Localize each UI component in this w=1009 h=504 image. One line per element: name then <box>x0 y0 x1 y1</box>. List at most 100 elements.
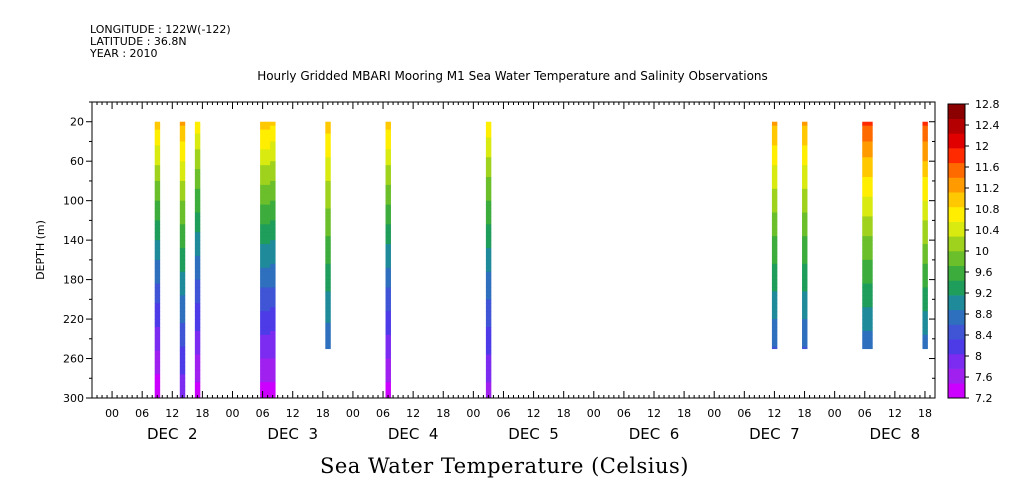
profile-cell <box>194 263 201 269</box>
profile-cell <box>325 180 331 186</box>
profile-cell <box>485 323 492 328</box>
profile-cell <box>385 153 391 158</box>
profile-cell <box>270 236 276 241</box>
colorbar-swatch <box>948 309 965 325</box>
profile-cell <box>194 240 201 245</box>
profile-cell <box>260 204 266 209</box>
profile-cell <box>325 307 331 312</box>
profile-cell <box>922 188 928 194</box>
profile-cell <box>862 192 868 198</box>
profile-cell <box>260 295 266 300</box>
profile-cell <box>270 271 276 277</box>
profile-cell <box>270 196 276 202</box>
profile-cell <box>265 358 271 363</box>
profile-cell <box>385 307 391 312</box>
profile-cell <box>485 271 492 277</box>
profile-cell <box>270 338 276 344</box>
profile-cell <box>260 378 266 383</box>
profile-cell <box>867 251 873 257</box>
profile-cell <box>265 184 271 190</box>
profile-cell <box>862 334 868 340</box>
profile-cell <box>771 330 778 336</box>
profile-cell <box>771 157 778 162</box>
profile-cell <box>802 287 808 292</box>
profile-cell <box>862 326 868 332</box>
profile-cell <box>922 240 928 245</box>
profile-cell <box>270 291 276 296</box>
profile-cell <box>385 279 391 284</box>
profile-cell <box>179 334 186 340</box>
profile-cell <box>325 161 331 166</box>
plot-frame <box>91 101 936 399</box>
profile-cell <box>922 291 928 296</box>
profile-cell <box>260 338 266 344</box>
x-tick-label: 12 <box>767 407 781 420</box>
profile-cell <box>179 232 186 237</box>
profile-cell <box>154 338 161 344</box>
profile-cell <box>260 366 266 371</box>
profile-cell <box>867 169 873 174</box>
profile-cell <box>922 295 928 300</box>
profile-cell <box>485 338 492 344</box>
profile-cell <box>179 366 186 371</box>
x-tick-label: 12 <box>406 407 420 420</box>
profile-cell <box>802 326 808 332</box>
profile-cell <box>771 228 778 233</box>
profile-cell <box>179 303 186 308</box>
profile-cell <box>265 291 271 296</box>
profile-cell <box>485 275 492 280</box>
colorbar-swatch <box>948 383 965 399</box>
profile-cell <box>771 204 778 209</box>
profile-cell <box>179 248 186 253</box>
profile-cell <box>802 165 808 170</box>
profile-cell <box>194 323 201 328</box>
profile-cell <box>771 311 778 316</box>
profile-cell <box>862 232 868 237</box>
profile-cell <box>485 141 492 146</box>
profile-cell <box>802 157 808 162</box>
profile-cell <box>385 334 391 340</box>
profile-cell <box>179 180 186 186</box>
profile-cell <box>862 315 868 320</box>
profile-cell <box>802 279 808 284</box>
profile-cell <box>260 220 266 225</box>
profile-cell <box>154 295 161 300</box>
profile-cell <box>179 236 186 241</box>
profile-cell <box>385 176 391 182</box>
profile-cell <box>771 319 778 324</box>
profile-cell <box>802 275 808 280</box>
profile-cell <box>260 287 266 292</box>
profile-cell <box>265 326 271 332</box>
profile-cell <box>802 271 808 277</box>
profile-cell <box>179 382 186 387</box>
profile-cell <box>260 236 266 241</box>
colorbar-swatch <box>948 177 965 193</box>
profile-cell <box>922 267 928 273</box>
profile-cell <box>485 224 492 229</box>
profile-cell <box>270 173 276 178</box>
profile-cell <box>922 153 928 158</box>
profile-cell <box>485 248 492 253</box>
profile-cell <box>194 169 201 174</box>
profile-cell <box>771 275 778 280</box>
profile-cell <box>270 169 276 174</box>
profile-cell <box>179 157 186 162</box>
profile-cell <box>194 251 201 257</box>
profile-cell <box>179 153 186 158</box>
profile-cell <box>385 295 391 300</box>
profile-cell <box>862 319 868 324</box>
profile-cell <box>385 255 391 261</box>
profile-cell <box>385 216 391 221</box>
profile-cell <box>270 161 276 166</box>
profile-cell <box>154 228 161 233</box>
profile-cell <box>179 216 186 221</box>
colorbar-swatch <box>948 353 965 369</box>
profile-cell <box>922 137 928 142</box>
profile-cell <box>922 311 928 316</box>
profile-cell <box>194 255 201 261</box>
profile-cell <box>485 165 492 170</box>
profile-cell <box>867 232 873 237</box>
profile-cell <box>179 204 186 209</box>
profile-cell <box>385 129 391 134</box>
profile-cell <box>862 287 868 292</box>
